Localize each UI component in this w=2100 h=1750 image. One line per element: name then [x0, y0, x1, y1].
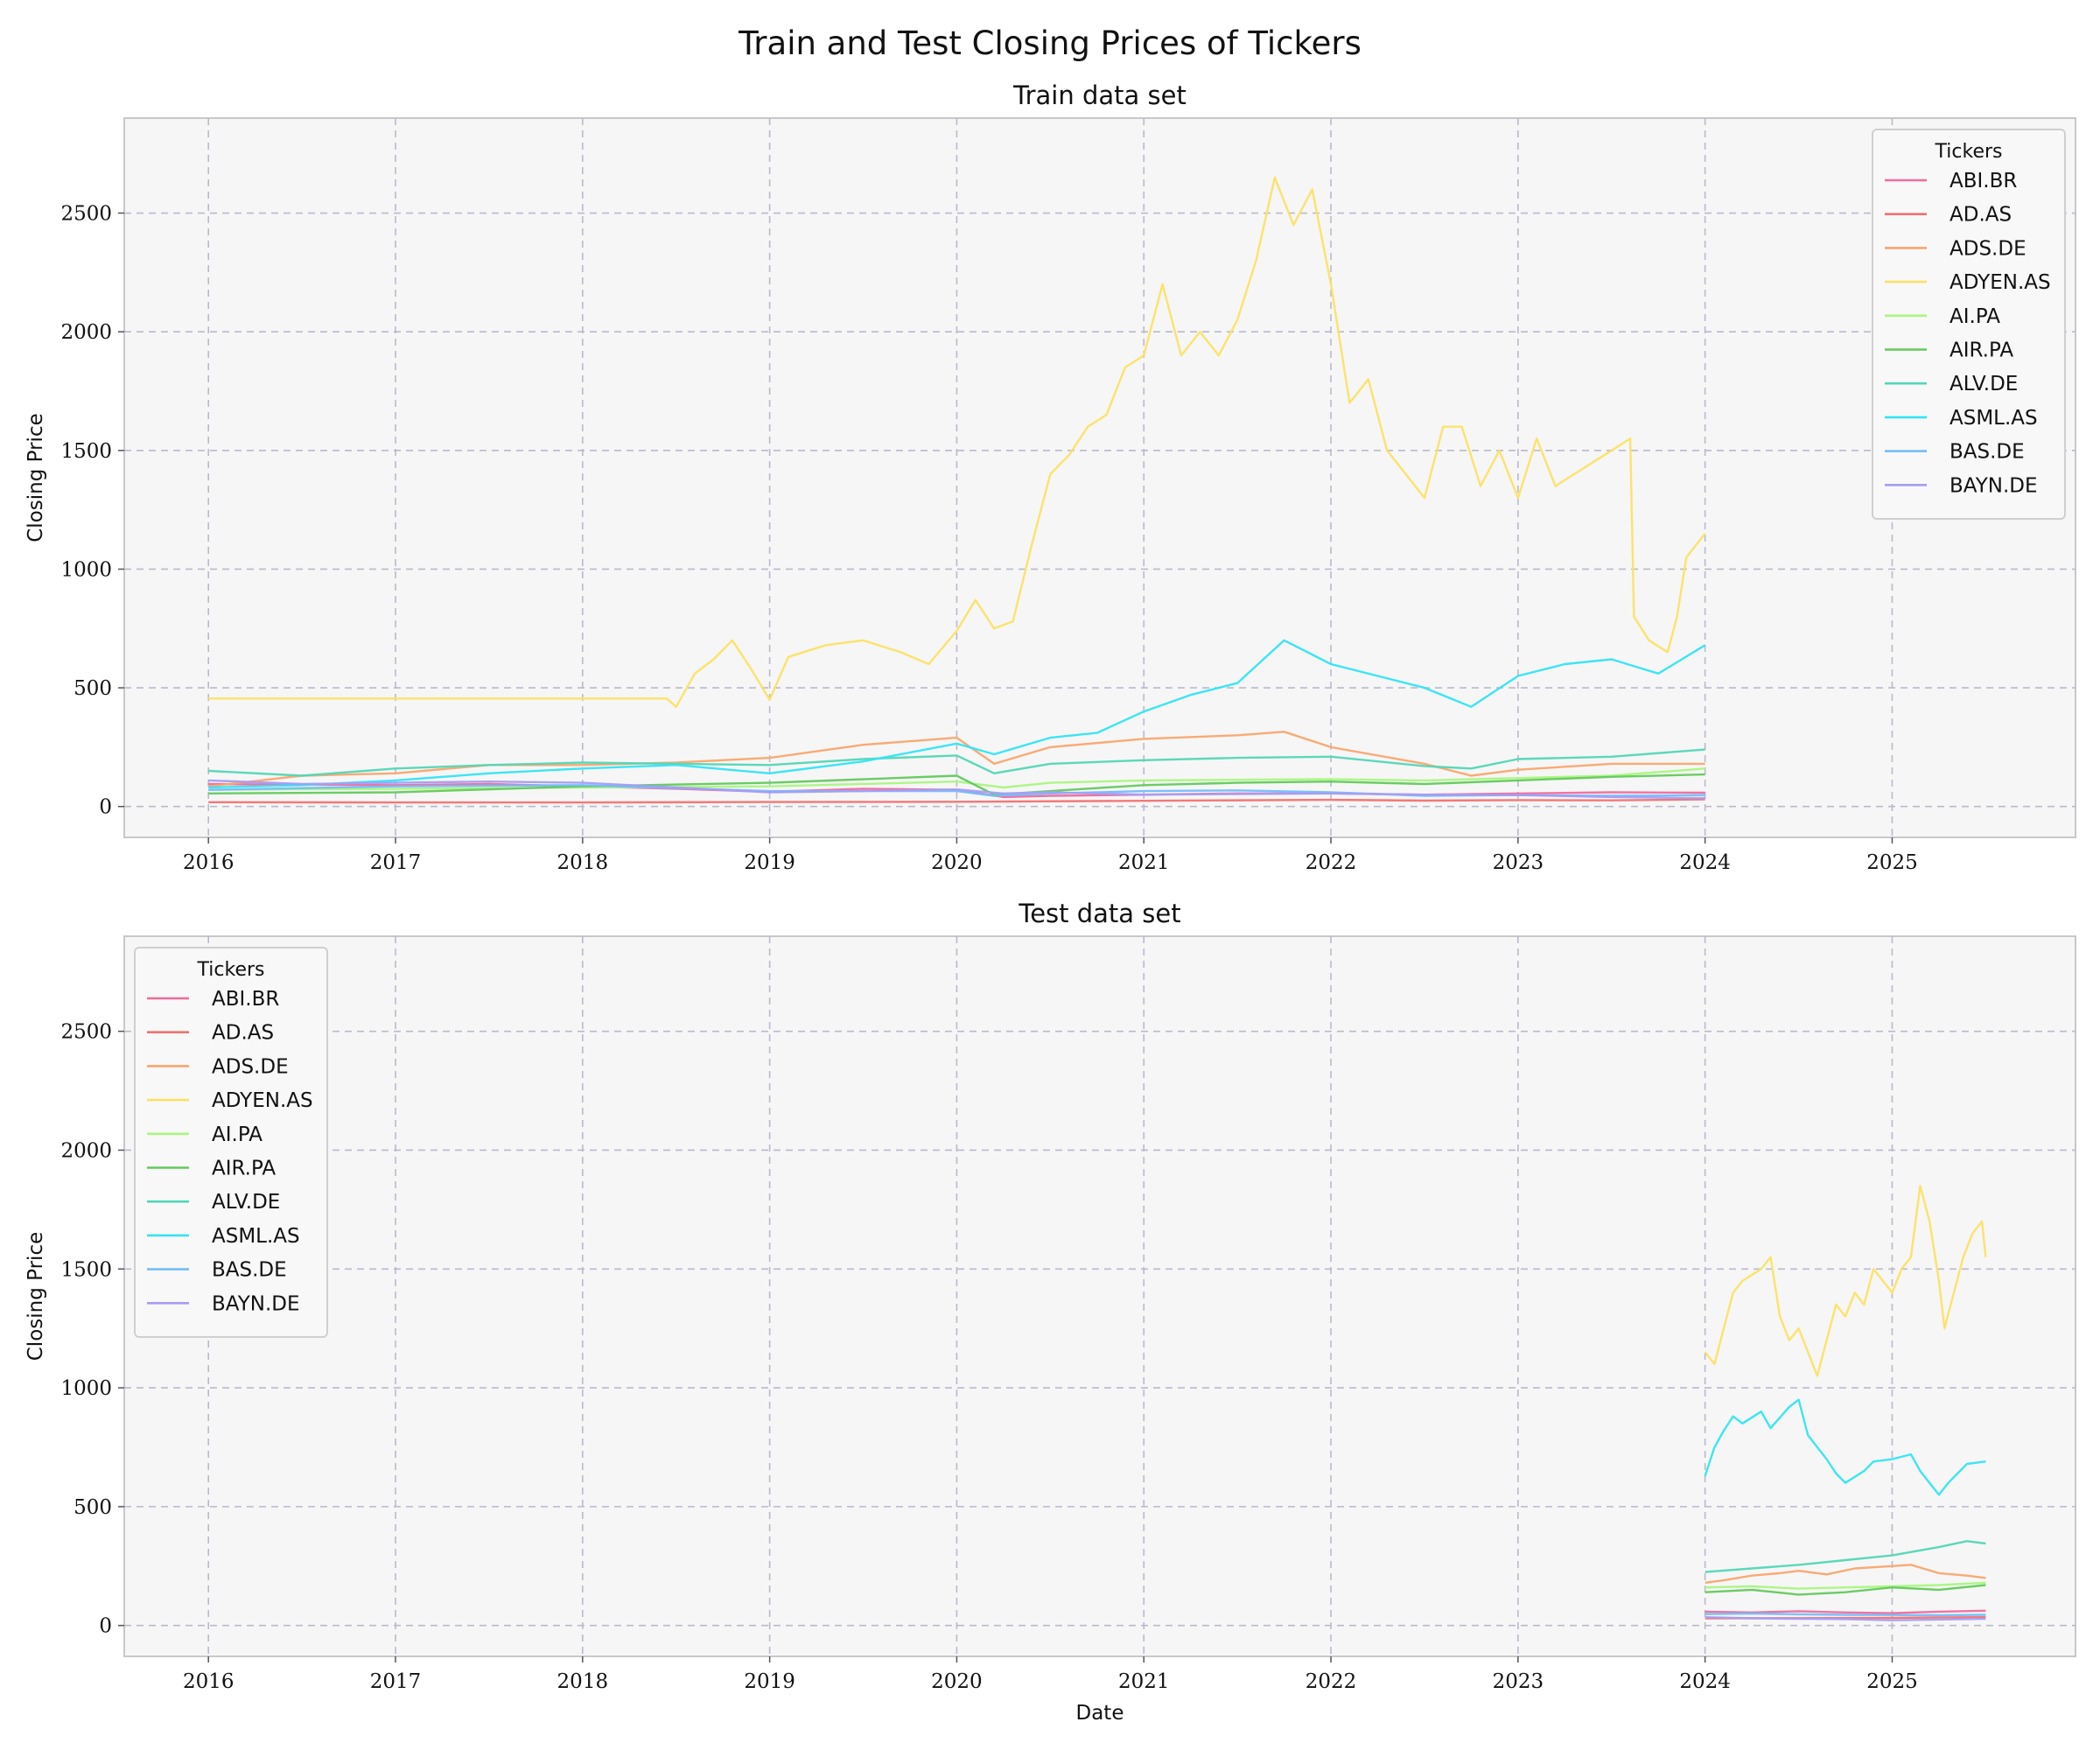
- y-axis-label: Closing Price: [24, 1232, 47, 1362]
- legend-entry-air-pa: AIR.PA: [212, 1158, 276, 1180]
- series-line-ai-pa: [208, 767, 1705, 791]
- legend-entry-air-pa: AIR.PA: [1950, 340, 2013, 362]
- y-tick-label: 500: [74, 1496, 112, 1519]
- legend-entry-asml-as: ASML.AS: [212, 1225, 300, 1248]
- y-tick-label: 2500: [60, 203, 112, 226]
- x-axis-label: Date: [1076, 1702, 1124, 1725]
- x-tick-label: 2020: [931, 851, 983, 874]
- legend-entry-bas-de: BAS.DE: [1950, 441, 2025, 464]
- series-line-adyen-as: [208, 176, 1706, 708]
- legend-entry-alv-de: ALV.DE: [212, 1191, 280, 1214]
- y-tick-label: 2000: [60, 321, 112, 344]
- x-tick-label: 2022: [1306, 851, 1357, 874]
- series-line-adyen-as: [1704, 1185, 1987, 1377]
- legend-entry-abi-br: ABI.BR: [212, 988, 279, 1011]
- panel-title: Test data set: [1018, 899, 1180, 928]
- plot-area: [123, 935, 2076, 1657]
- y-tick-label: 500: [74, 677, 112, 700]
- legend-entry-adyen-as: ADYEN.AS: [212, 1089, 313, 1112]
- legend-entry-ai-pa: AI.PA: [1950, 305, 2000, 328]
- x-tick-label: 2016: [183, 851, 234, 874]
- legend: Tickers ABI.BR AD.AS ADS.DE ADYEN.AS AI.PA AIR…: [134, 947, 328, 1338]
- y-tick-label: 0: [99, 1615, 112, 1638]
- legend-entry-bas-de: BAS.DE: [212, 1259, 287, 1282]
- y-tick-label: 1000: [60, 1377, 112, 1400]
- x-tick-label: 2023: [1493, 1670, 1544, 1693]
- series-line-bayn-de: [208, 779, 1705, 800]
- x-tick-label: 2016: [183, 1670, 234, 1693]
- series-line-abi-br: [1704, 1609, 1986, 1614]
- x-tick-label: 2019: [744, 851, 795, 874]
- x-tick-label: 2017: [370, 1670, 422, 1693]
- x-tick-label: 2022: [1306, 1670, 1357, 1693]
- x-tick-label: 2024: [1679, 1670, 1731, 1693]
- series-line-asml-as: [1704, 1398, 1986, 1496]
- legend-entry-ai-pa: AI.PA: [212, 1124, 262, 1146]
- legend-entry-ad-as: AD.AS: [1950, 204, 2012, 227]
- legend-title: Tickers: [1935, 141, 2003, 163]
- legend-entry-bayn-de: BAYN.DE: [1950, 474, 2038, 497]
- test-panel: 2016 2017 2018 2019 2020 2021 2022 2023 2024 2025…: [24, 899, 2076, 1725]
- y-tick-label: 1500: [60, 440, 112, 463]
- series-line-alv-de: [1704, 1540, 1986, 1573]
- series-line-alv-de: [208, 748, 1705, 777]
- legend-entry-asml-as: ASML.AS: [1950, 407, 2038, 430]
- y-tick-label: 0: [99, 796, 112, 819]
- y-tick-label: 2500: [60, 1021, 112, 1044]
- figure-title: Train and Test Closing Prices of Tickers: [738, 24, 1362, 62]
- train-panel: 2016 2017 2018 2019 2020 2021 2022 2023 2024 2025…: [24, 80, 2076, 874]
- x-tick-label: 2017: [370, 851, 422, 874]
- series-line-bayn-de: [1704, 1616, 1986, 1621]
- legend-title: Tickers: [197, 959, 265, 981]
- series-line-air-pa: [1704, 1584, 1986, 1596]
- legend: Tickers ABI.BR AD.AS ADS.DE ADYEN.AS AI.PA AIR…: [1872, 129, 2066, 520]
- series-group: [1704, 1185, 1987, 1621]
- series-line-ad-as: [208, 798, 1705, 804]
- legend-entry-ads-de: ADS.DE: [1950, 237, 2026, 260]
- plot-area: [123, 117, 2076, 838]
- x-tick-label: 2018: [557, 851, 609, 874]
- series-line-bas-de: [1704, 1612, 1986, 1617]
- y-tick-label: 1500: [60, 1258, 112, 1281]
- legend-box: [134, 947, 328, 1338]
- legend-entry-adyen-as: ADYEN.AS: [1950, 271, 2051, 294]
- legend-box: [1872, 129, 2066, 520]
- x-tick-label: 2021: [1118, 851, 1170, 874]
- y-axis-label: Closing Price: [24, 413, 47, 542]
- series-group: [208, 176, 1706, 804]
- legend-entry-ad-as: AD.AS: [212, 1022, 274, 1045]
- x-tick-label: 2024: [1679, 851, 1731, 874]
- x-tick-label: 2023: [1493, 851, 1544, 874]
- panel-title: Train data set: [1012, 80, 1186, 110]
- series-line-ads-de: [1704, 1564, 1986, 1584]
- x-tick-label: 2025: [1866, 851, 1918, 874]
- y-tick-label: 2000: [60, 1139, 112, 1162]
- legend-entry-alv-de: ALV.DE: [1950, 373, 2018, 396]
- x-tick-label: 2021: [1118, 1670, 1170, 1693]
- y-tick-label: 1000: [60, 558, 112, 581]
- x-tick-label: 2018: [557, 1670, 609, 1693]
- x-tick-label: 2019: [744, 1670, 795, 1693]
- x-tick-label: 2025: [1866, 1670, 1918, 1693]
- legend-entry-bayn-de: BAYN.DE: [212, 1292, 300, 1315]
- series-line-asml-as: [208, 639, 1706, 789]
- legend-entry-abi-br: ABI.BR: [1950, 170, 2017, 192]
- x-tick-label: 2020: [931, 1670, 983, 1693]
- series-line-ai-pa: [1704, 1581, 1986, 1590]
- legend-entry-ads-de: ADS.DE: [212, 1055, 289, 1078]
